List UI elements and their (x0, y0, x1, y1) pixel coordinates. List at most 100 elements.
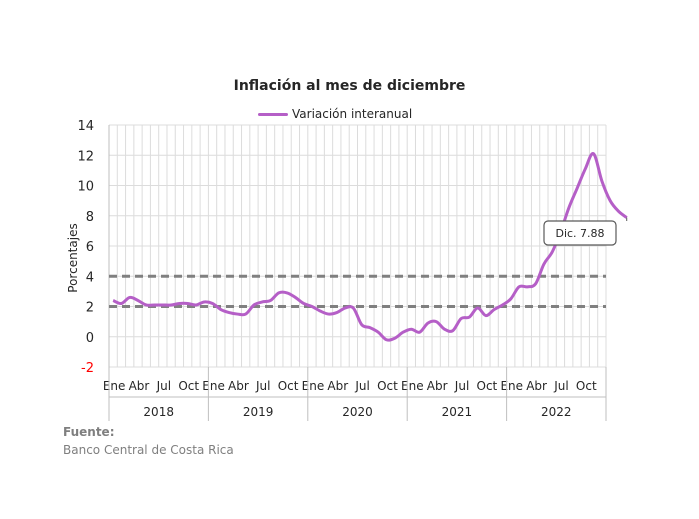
annotation-label: Dic. 7.88 (555, 227, 604, 240)
x-tick-label: Abr (327, 379, 348, 393)
year-label: 2022 (541, 405, 572, 419)
data-point (153, 303, 156, 306)
data-point (576, 187, 579, 190)
year-label: 2019 (243, 405, 274, 419)
x-tick-label: Abr (228, 379, 249, 393)
data-point (211, 302, 214, 305)
data-point (344, 307, 347, 310)
data-point (493, 308, 496, 311)
x-tick-label: Ene (401, 379, 424, 393)
data-point (501, 303, 504, 306)
year-label: 2021 (442, 405, 473, 419)
data-point (236, 313, 239, 316)
data-point (567, 207, 570, 210)
data-point (203, 300, 206, 303)
y-tick-label: 6 (86, 240, 94, 255)
x-tick-label: Ene (302, 379, 325, 393)
data-point (186, 302, 189, 305)
data-point (393, 337, 396, 340)
source-text: Banco Central de Costa Rica (63, 443, 234, 457)
data-point (145, 303, 148, 306)
data-point (294, 296, 297, 299)
data-point (484, 314, 487, 317)
data-point (327, 313, 330, 316)
x-tick-label: Jul (255, 379, 270, 393)
y-tick-label: 10 (77, 180, 94, 195)
data-point (319, 310, 322, 313)
x-tick-label: Oct (278, 379, 299, 393)
data-point (244, 313, 247, 316)
data-point (302, 302, 305, 305)
data-point (269, 299, 272, 302)
data-point (551, 251, 554, 254)
data-point (228, 311, 231, 314)
data-point (120, 302, 123, 305)
year-label: 2020 (342, 405, 373, 419)
data-point (534, 282, 537, 285)
y-tick-label: 4 (86, 270, 94, 285)
data-point (128, 296, 131, 299)
y-tick-label: -2 (81, 361, 94, 376)
data-point (509, 297, 512, 300)
data-point (310, 305, 313, 308)
data-point (584, 167, 587, 170)
data-point (451, 329, 454, 332)
data-point (219, 308, 222, 311)
data-point (542, 263, 545, 266)
data-point (435, 320, 438, 323)
data-point (252, 303, 255, 306)
data-point (170, 303, 173, 306)
data-point (617, 210, 620, 213)
source-heading: Fuente: (63, 425, 115, 439)
y-tick-label: 0 (86, 331, 94, 346)
year-label: 2018 (143, 405, 174, 419)
x-tick-label: Oct (178, 379, 199, 393)
x-tick-label: Abr (526, 379, 547, 393)
data-point (194, 303, 197, 306)
data-point (377, 331, 380, 334)
y-tick-label: 14 (77, 119, 94, 134)
data-point (178, 302, 181, 305)
data-point (600, 179, 603, 182)
x-tick-label: Oct (576, 379, 597, 393)
x-tick-label: Oct (377, 379, 398, 393)
data-point (609, 199, 612, 202)
data-point (460, 317, 463, 320)
y-tick-label: 8 (86, 210, 94, 225)
data-point (426, 322, 429, 325)
data-point (368, 326, 371, 329)
legend: Variación interanual (258, 107, 412, 121)
data-point (402, 331, 405, 334)
x-tick-label: Ene (500, 379, 523, 393)
y-axis-label: Porcentajes (66, 223, 80, 292)
data-point (261, 300, 264, 303)
legend-swatch (258, 112, 288, 116)
x-tick-label: Oct (477, 379, 498, 393)
x-tick-label: Jul (156, 379, 171, 393)
data-point (418, 331, 421, 334)
data-point (476, 307, 479, 310)
x-tick-label: Abr (129, 379, 150, 393)
data-point (360, 323, 363, 326)
data-point (518, 285, 521, 288)
data-point (277, 291, 280, 294)
y-tick-label: 12 (77, 149, 94, 164)
data-point (443, 328, 446, 331)
x-tick-label: Jul (454, 379, 469, 393)
series-line-variacion-interanual (112, 152, 628, 342)
data-point (286, 291, 289, 294)
data-point (112, 299, 115, 302)
chart-title: Inflación al mes de diciembre (233, 78, 466, 94)
x-tick-label: Ene (103, 379, 126, 393)
data-point (468, 316, 471, 319)
data-point (385, 338, 388, 341)
x-tick-label: Abr (427, 379, 448, 393)
data-point (410, 328, 413, 331)
x-tick-label: Ene (202, 379, 225, 393)
data-point (136, 299, 139, 302)
legend-label: Variación interanual (292, 107, 413, 121)
x-tick-label: Jul (553, 379, 568, 393)
data-point (526, 285, 529, 288)
